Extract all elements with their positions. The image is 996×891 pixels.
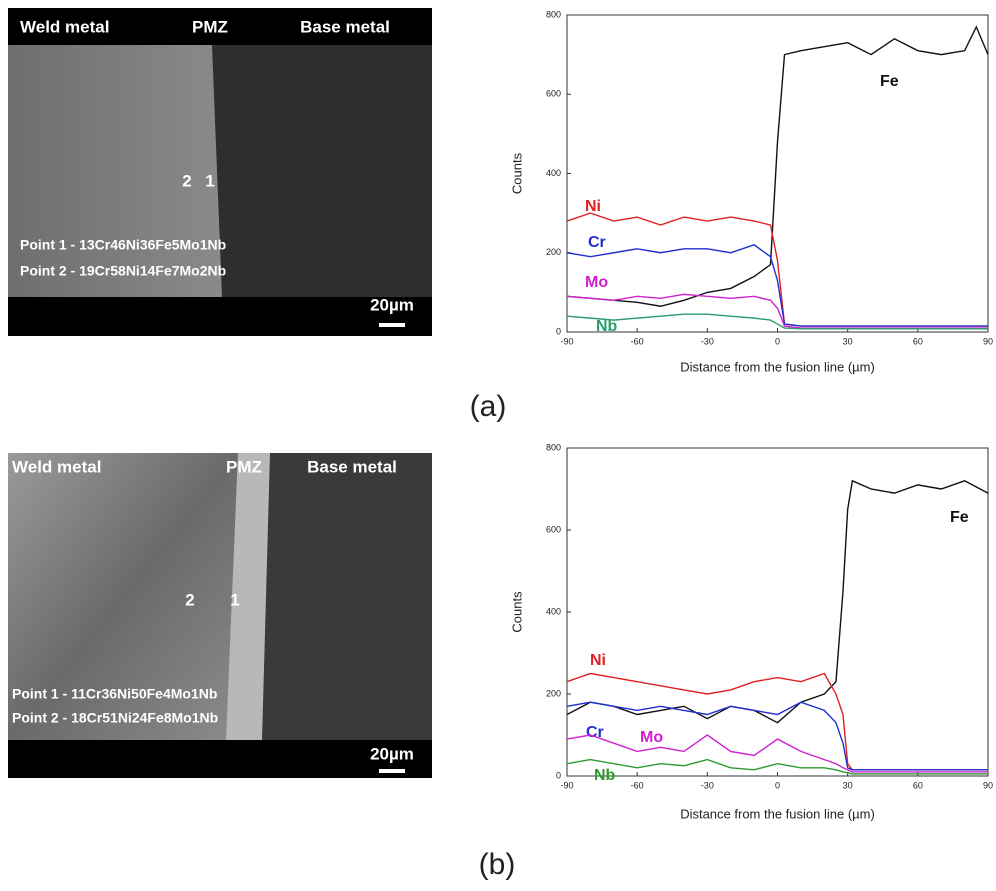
x-tick-label: -30: [701, 336, 714, 346]
x-tick-label: -60: [631, 780, 644, 790]
x-tick-label: 0: [775, 780, 780, 790]
point-marker: 2: [182, 171, 191, 190]
y-tick-label: 400: [546, 606, 561, 616]
point-composition: Point 2 - 18Cr51Ni24Fe8Mo1Nb: [12, 710, 218, 726]
data-line: [567, 294, 988, 328]
x-axis-label: Distance from the fusion line (µm): [680, 359, 875, 374]
x-tick-label: 60: [913, 780, 923, 790]
point-composition: Point 1 - 11Cr36Ni50Fe4Mo1Nb: [12, 686, 217, 702]
x-tick-label: 90: [983, 780, 993, 790]
y-tick-label: 600: [546, 524, 561, 534]
point-composition: Point 2 - 19Cr58Ni14Fe7Mo2Nb: [20, 263, 226, 279]
plot-frame: [567, 448, 988, 776]
point-marker: 1: [230, 590, 239, 609]
x-axis-label: Distance from the fusion line (µm): [680, 806, 875, 821]
y-tick-label: 600: [546, 89, 561, 99]
y-tick-label: 200: [546, 688, 561, 698]
scale-bar: [379, 769, 405, 773]
x-tick-label: -60: [631, 336, 644, 346]
panel-label: (b): [479, 848, 516, 881]
y-tick-label: 400: [546, 168, 561, 178]
region-label: Weld metal: [12, 457, 101, 476]
series-label: Cr: [588, 234, 606, 251]
y-axis-label: Counts: [509, 152, 524, 194]
figure: Weld metalPMZBase metal21Point 1 - 13Cr4…: [0, 0, 996, 891]
y-axis-label: Counts: [509, 591, 524, 633]
scale-bar-label: 20µm: [370, 295, 414, 314]
series-label: Nb: [596, 318, 618, 335]
point-marker: 1: [205, 171, 214, 190]
x-tick-label: 30: [843, 336, 853, 346]
series-label: Nb: [594, 767, 616, 784]
x-tick-label: -30: [701, 780, 714, 790]
x-tick-label: -90: [560, 780, 573, 790]
series-label: Mo: [640, 729, 663, 746]
point-composition: Point 1 - 13Cr46Ni36Fe5Mo1Nb: [20, 237, 226, 253]
region-label: PMZ: [192, 17, 228, 36]
region-label: Base metal: [307, 457, 397, 476]
region-label: Base metal: [300, 17, 390, 36]
y-tick-label: 200: [546, 247, 561, 257]
point-marker: 2: [185, 590, 194, 609]
y-tick-label: 0: [556, 770, 561, 780]
data-line: [567, 245, 988, 326]
x-tick-label: 90: [983, 336, 993, 346]
region-label: PMZ: [226, 457, 262, 476]
scale-bar-label: 20µm: [370, 744, 414, 763]
panel-label: (a): [470, 390, 507, 423]
series-label: Mo: [585, 274, 608, 291]
data-line: [567, 481, 988, 723]
y-tick-label: 800: [546, 442, 561, 452]
x-tick-label: 0: [775, 336, 780, 346]
series-label: Ni: [590, 652, 606, 669]
data-line: [567, 674, 988, 770]
region-label: Weld metal: [20, 17, 109, 36]
x-tick-label: 30: [843, 780, 853, 790]
x-tick-label: 60: [913, 336, 923, 346]
scale-bar: [379, 323, 405, 327]
y-tick-label: 800: [546, 9, 561, 19]
series-label: Ni: [585, 198, 601, 215]
series-label: Fe: [880, 73, 899, 90]
y-tick-label: 0: [556, 326, 561, 336]
series-label: Fe: [950, 509, 969, 526]
x-tick-label: -90: [560, 336, 573, 346]
